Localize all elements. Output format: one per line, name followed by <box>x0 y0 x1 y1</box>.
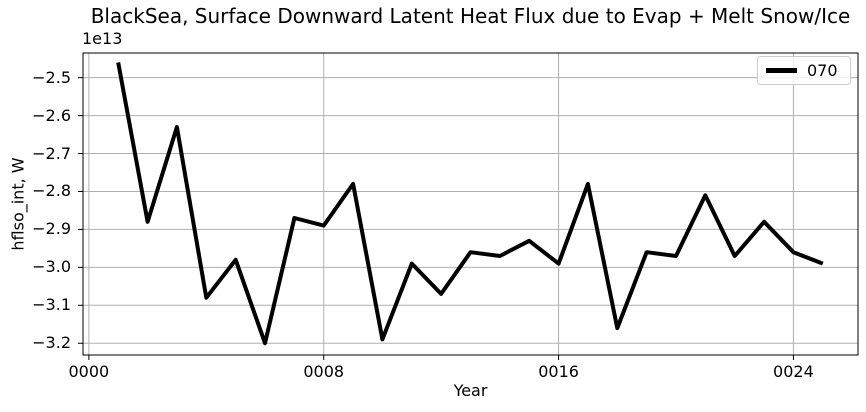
y-tick-label: −2.6 <box>32 105 71 125</box>
y-tick-label: −2.7 <box>32 143 71 163</box>
y-tick-label: −3.0 <box>32 257 71 277</box>
y-axis-offset-text: 1e13 <box>82 29 123 48</box>
legend-label: 070 <box>807 61 838 80</box>
y-tick-label: −2.9 <box>32 219 71 239</box>
x-tick-label: 0000 <box>68 362 110 381</box>
data-line-070 <box>116 62 824 346</box>
x-tick-label: 0016 <box>538 362 579 381</box>
x-tick-label: 0008 <box>303 362 345 381</box>
x-axis-label: Year <box>453 381 488 400</box>
y-tick-label: −3.2 <box>32 333 71 353</box>
legend: 070 <box>757 56 851 85</box>
x-tick-label: 0024 <box>773 362 814 381</box>
plot-border <box>82 52 859 356</box>
y-axis-label: hflso_int, W <box>8 157 28 251</box>
y-tick-label: −3.1 <box>32 295 71 315</box>
legend-line-sample <box>766 68 797 73</box>
y-tick-label: −2.8 <box>32 181 71 201</box>
chart-title: BlackSea, Surface Downward Latent Heat F… <box>90 4 851 28</box>
y-tick-label: −2.5 <box>32 67 71 87</box>
